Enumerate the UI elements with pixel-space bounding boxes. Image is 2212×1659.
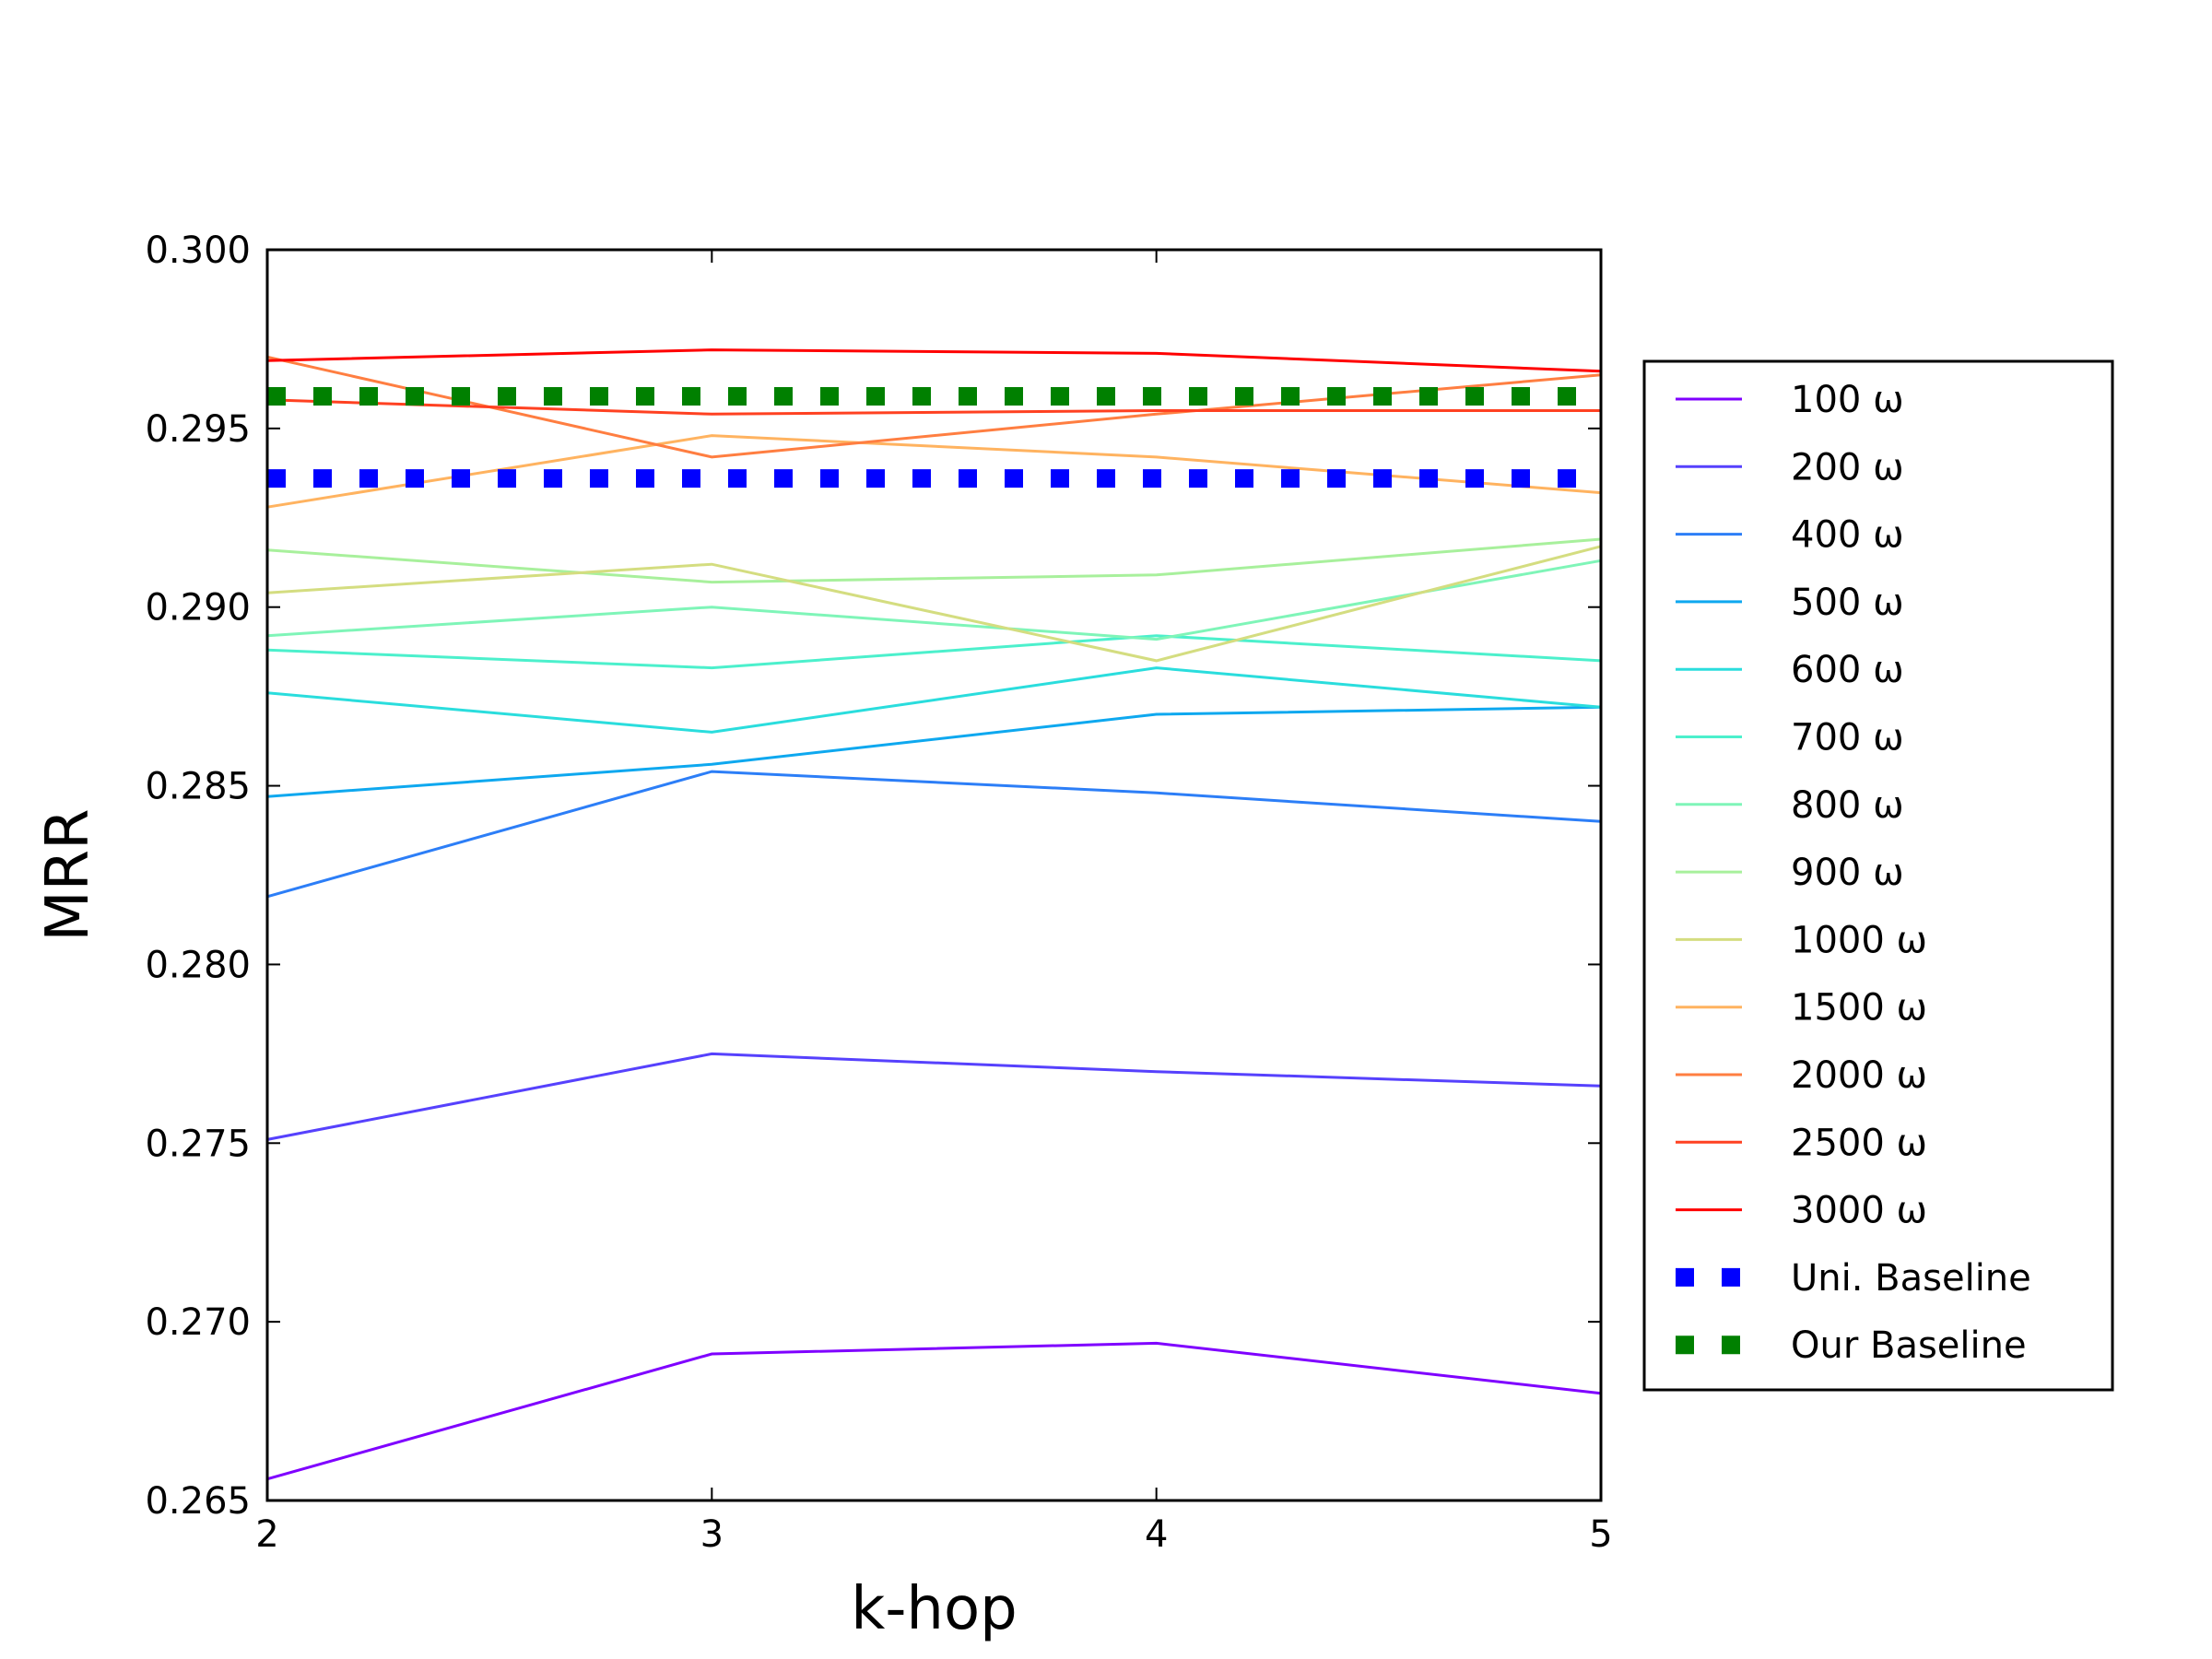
legend-label: 800 ω	[1791, 784, 1904, 827]
plot-lines	[266, 348, 1602, 1481]
legend-label: 1500 ω	[1791, 987, 1927, 1030]
series-line-12	[266, 348, 1602, 373]
series-line-7	[266, 537, 1602, 584]
legend: 100 ω 200 ω 400 ω 500 ω 600 ω 700 ω 800 ω 900 ω…	[1642, 359, 2114, 1392]
series-line-6	[266, 559, 1602, 641]
y-tick-label: 0.300	[145, 229, 251, 272]
x-tick-label: 3	[700, 1513, 724, 1556]
legend-label: 2000 ω	[1791, 1054, 1927, 1097]
x-axis-title: k-hop	[851, 1575, 1018, 1643]
y-tick-label: 0.275	[145, 1123, 251, 1165]
legend-label: 1000 ω	[1791, 919, 1927, 961]
y-tick-label: 0.270	[145, 1301, 251, 1344]
y-tick-label: 0.295	[145, 408, 251, 451]
y-tick-label: 0.290	[145, 587, 251, 629]
series-line-1	[266, 1052, 1602, 1141]
legend-label: 2500 ω	[1791, 1122, 1927, 1164]
legend-label: 400 ω	[1791, 514, 1904, 557]
legend-label: 700 ω	[1791, 717, 1904, 759]
x-tick-label: 5	[1589, 1513, 1612, 1556]
series-line-5	[266, 634, 1602, 670]
legend-label: 100 ω	[1791, 379, 1904, 421]
series-line-0	[266, 1341, 1602, 1481]
series-line-8	[266, 545, 1602, 663]
legend-label: Uni. Baseline	[1791, 1257, 2031, 1300]
axis-ticks: 2 3 4 5 0.265 0.270 0.275 0.280 0.285 0.290 0.295 0…	[145, 229, 1612, 1556]
legend-label: Our Baseline	[1791, 1324, 2027, 1367]
series-line-4	[266, 666, 1602, 734]
legend-box	[1642, 359, 2114, 1392]
x-tick-label: 4	[1145, 1513, 1168, 1556]
legend-label: 200 ω	[1791, 446, 1904, 488]
y-tick-label: 0.285	[145, 766, 251, 808]
series-line-3	[266, 705, 1602, 798]
legend-label: 600 ω	[1791, 649, 1904, 691]
y-tick-label: 0.265	[145, 1480, 251, 1523]
series-line-11	[266, 398, 1601, 416]
legend-label: 3000 ω	[1791, 1190, 1927, 1232]
legend-label: 500 ω	[1791, 582, 1904, 624]
legend-label: 900 ω	[1791, 852, 1904, 894]
series-line-2	[266, 770, 1602, 899]
y-axis-title: MRR	[34, 808, 102, 941]
plot-frame	[265, 248, 1603, 1502]
x-tick-label: 2	[255, 1513, 278, 1556]
y-tick-label: 0.280	[145, 944, 251, 986]
